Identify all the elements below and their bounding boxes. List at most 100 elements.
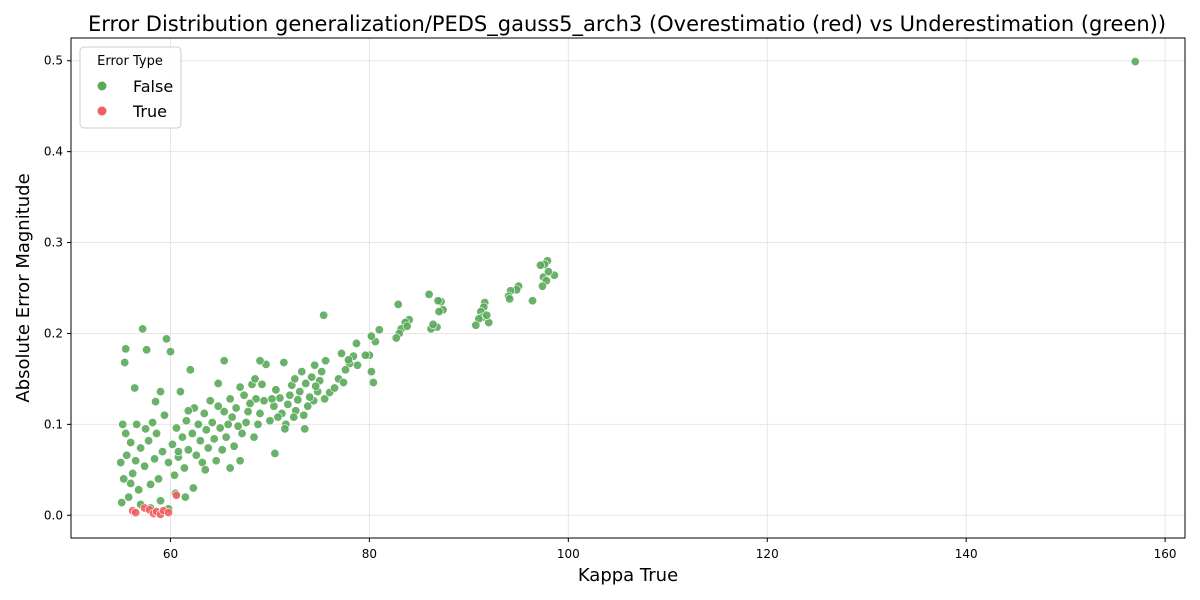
scatter-point-false (213, 401, 223, 411)
scatter-point-false (211, 456, 221, 466)
scatter-point-false (310, 360, 320, 370)
scatter-point-false (183, 406, 193, 416)
scatter-point-false (161, 334, 171, 344)
scatter-point-false (255, 408, 265, 418)
plot-area (71, 38, 1185, 538)
legend-box (79, 46, 182, 129)
scatter-point-false (293, 395, 303, 405)
scatter-point-false (259, 396, 269, 406)
scatter-point-false (235, 382, 245, 392)
scatter-point-false (251, 394, 261, 404)
scatter-point-false (366, 367, 376, 377)
scatter-point-false (300, 424, 310, 434)
scatter-point-false (158, 447, 168, 457)
scatter-point-false (209, 434, 219, 444)
scatter-point-false (305, 392, 315, 402)
legend-label-true: True (132, 102, 167, 121)
scatter-point-false (175, 387, 185, 397)
scatter-point-false (156, 387, 166, 397)
scatter-point-false (195, 436, 205, 446)
scatter-point-false (152, 428, 162, 438)
scatter-point-false (285, 390, 295, 400)
scatter-point-false (130, 383, 140, 393)
scatter-point-false (146, 479, 156, 489)
scatter-point-false (219, 407, 229, 417)
scatter-point-false (239, 390, 249, 400)
scatter-point-false (295, 387, 305, 397)
scatter-point-false (150, 454, 160, 464)
scatter-point-false (344, 355, 354, 365)
scatter-point-false (289, 412, 299, 422)
scatter-point-false (203, 443, 213, 453)
scatter-point-false (193, 419, 203, 429)
scatter-point-false (245, 398, 255, 408)
chart-title: Error Distribution generalization/PEDS_g… (88, 12, 1166, 37)
x-tick-label: 100 (557, 547, 580, 561)
scatter-point-false (187, 428, 197, 438)
scatter-point-false (173, 447, 183, 457)
scatter-point-false (221, 432, 231, 442)
scatter-point-true (163, 508, 173, 518)
x-tick-label: 120 (756, 547, 779, 561)
legend-title: Error Type (97, 54, 163, 69)
scatter-point-false (337, 348, 347, 358)
scatter-point-false (535, 260, 545, 270)
scatter-point-false (391, 333, 401, 343)
scatter-point-false (191, 450, 201, 460)
scatter-point-false (227, 412, 237, 422)
scatter-point-false (122, 450, 132, 460)
scatter-point-false (229, 441, 239, 451)
y-tick-label: 0.3 (44, 236, 63, 250)
scatter-point-true (131, 508, 141, 518)
scatter-point-false (360, 350, 370, 360)
scatter-point-false (250, 374, 260, 384)
scatter-point-false (134, 485, 144, 495)
scatter-point-false (180, 492, 190, 502)
points-layer (116, 57, 1140, 519)
y-tick-label: 0.5 (44, 54, 63, 68)
scatter-point-false (1130, 57, 1140, 67)
scatter-point-false (144, 436, 154, 446)
x-tick-label: 160 (1154, 547, 1177, 561)
scatter-point-false (482, 310, 492, 320)
scatter-point-false (265, 416, 275, 426)
scatter-point-false (319, 310, 329, 320)
scatter-point-false (368, 378, 378, 388)
scatter-point-false (183, 445, 193, 455)
scatter-point-false (299, 410, 309, 420)
legend-marker-true (97, 106, 107, 116)
scatter-point-false (267, 394, 277, 404)
scatter-point-false (126, 438, 136, 448)
scatter-point-false (434, 307, 444, 317)
scatter-point-false (169, 470, 179, 480)
scatter-point-false (179, 463, 189, 473)
scatter-point-false (528, 296, 538, 306)
scatter-point-false (117, 498, 127, 508)
scatter-point-false (119, 474, 129, 484)
scatter-point-false (200, 465, 210, 475)
scatter-point-false (279, 358, 289, 368)
scatter-point-false (223, 419, 233, 429)
scatter-point-false (402, 321, 412, 331)
scatter-point-false (136, 443, 146, 453)
x-axis-ticks: 60 80 100 120 140 160 (163, 538, 1177, 561)
scatter-point-false (163, 458, 173, 468)
scatter-point-false (321, 356, 331, 366)
scatter-point-false (118, 419, 128, 429)
scatter-point-false (177, 432, 187, 442)
scatter-point-false (205, 396, 215, 406)
scatter-point-false (297, 367, 307, 377)
scatter-point-false (243, 407, 253, 417)
scatter-point-false (142, 345, 152, 355)
scatter-point-false (366, 331, 376, 341)
scatter-point-false (283, 399, 293, 409)
scatter-point-false (148, 418, 158, 428)
scatter-point-false (255, 356, 265, 366)
scatter-point-false (537, 281, 547, 291)
scatter-point-false (257, 379, 267, 389)
scatter-point-false (352, 360, 362, 370)
scatter-point-false (213, 378, 223, 388)
scatter-point-false (121, 344, 131, 354)
scatter-point-false (140, 461, 150, 471)
